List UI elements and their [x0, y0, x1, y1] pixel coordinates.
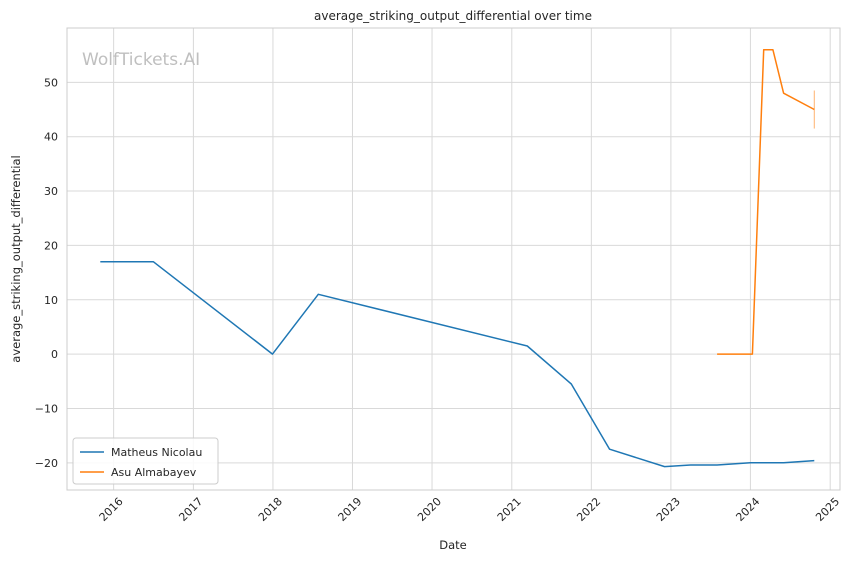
y-tick-label: 40	[44, 131, 58, 144]
legend-label-asu-almabayev: Asu Almabayev	[111, 466, 197, 479]
grid	[67, 28, 840, 490]
x-axis-title: Date	[439, 538, 467, 552]
legend: Matheus Nicolau Asu Almabayev	[72, 437, 219, 485]
plot-frame	[66, 27, 841, 491]
y-tick-label: −10	[35, 402, 58, 415]
y-tick-label: 0	[51, 348, 58, 361]
y-tick-label: 20	[44, 239, 58, 252]
y-tick-labels: −20 −10 0 10 20 30 40 50	[35, 76, 58, 469]
legend-label-matheus-nicolau: Matheus Nicolau	[111, 446, 202, 459]
series-line-asu-almabayev	[717, 48, 815, 355]
y-tick-label: 50	[44, 76, 58, 89]
y-tick-label: −20	[35, 457, 58, 470]
chart-title: average_striking_output_differential ove…	[314, 9, 592, 23]
y-tick-label: 10	[44, 294, 58, 307]
y-axis-title: average_striking_output_differential	[9, 155, 23, 362]
legend-box	[72, 437, 219, 485]
watermark: WolfTickets.AI	[82, 50, 200, 70]
series-line-matheus-nicolau	[100, 260, 815, 468]
series-layer	[100, 48, 815, 468]
y-tick-label: 30	[44, 185, 58, 198]
